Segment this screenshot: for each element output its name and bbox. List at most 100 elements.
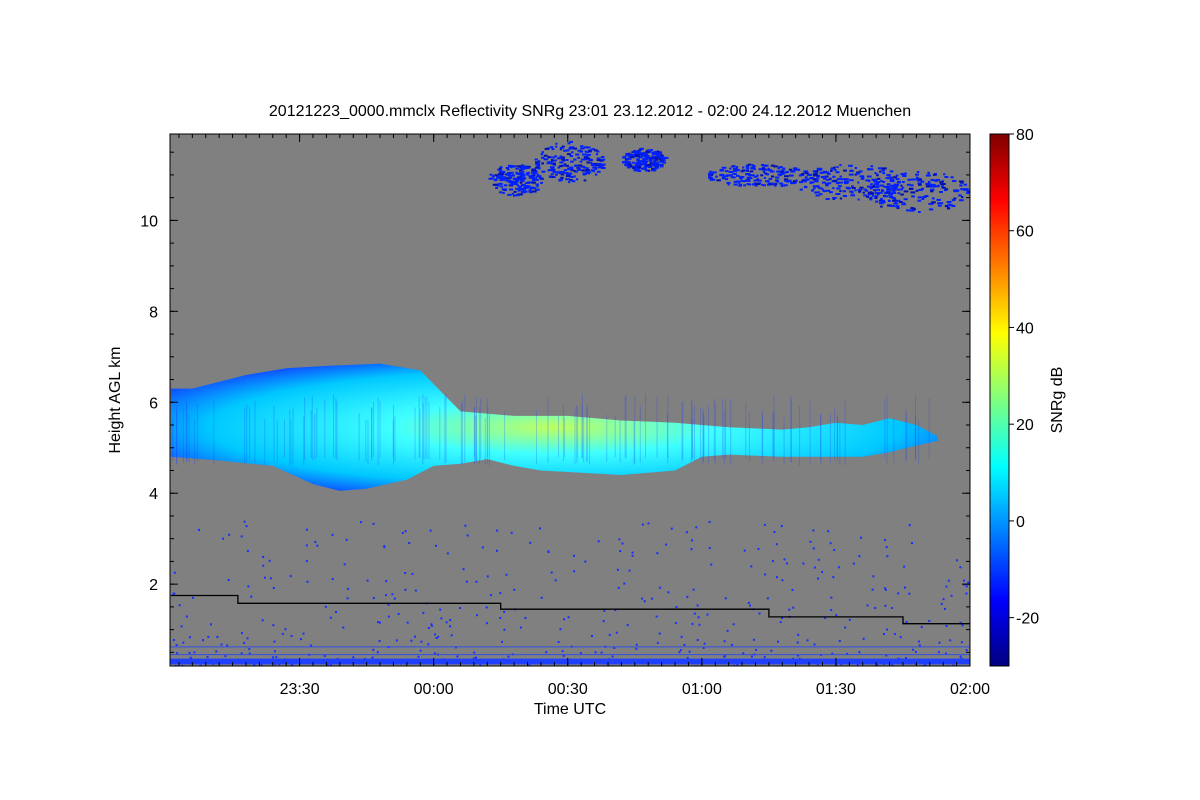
cirrus-speckle (933, 174, 937, 176)
noise-speckle (939, 642, 941, 644)
cirrus-speckle (490, 174, 492, 176)
cirrus-speckle (588, 159, 593, 161)
noise-speckle (618, 538, 620, 540)
noise-speckle (748, 602, 750, 604)
cirrus-speckle (561, 173, 565, 175)
noise-speckle (447, 552, 449, 554)
cirrus-speckle (565, 178, 570, 180)
noise-speckle (906, 621, 908, 623)
noise-speckle (675, 622, 677, 624)
cirrus-speckle (527, 167, 530, 169)
cirrus-speckle (580, 147, 584, 149)
cirrus-speckle (789, 169, 793, 171)
noise-speckle (402, 532, 404, 534)
noise-speckle (226, 645, 228, 647)
cirrus-speckle (552, 148, 555, 150)
cirrus-speckle (593, 164, 596, 166)
cirrus-speckle (751, 164, 754, 166)
noise-speckle (398, 613, 400, 615)
noise-speckle (262, 556, 264, 558)
cirrus-speckle (893, 190, 895, 192)
noise-speckle (872, 575, 874, 577)
noise-speckle (580, 652, 582, 654)
colorbar-tick-label: 60 (1016, 224, 1034, 241)
cirrus-speckle (833, 167, 835, 169)
cirrus-speckle (566, 175, 570, 177)
cirrus-speckle (835, 193, 840, 195)
noise-speckle (781, 525, 783, 527)
noise-speckle (558, 641, 560, 643)
noise-speckle (272, 624, 274, 626)
cirrus-speckle (755, 183, 760, 185)
cirrus-speckle (918, 184, 922, 186)
cirrus-speckle (578, 165, 582, 167)
cirrus-speckle (841, 182, 843, 184)
noise-speckle (270, 577, 272, 579)
noise-speckle (503, 629, 505, 631)
cirrus-speckle (870, 165, 873, 167)
cirrus-speckle (492, 174, 494, 176)
cirrus-speckle (900, 194, 904, 196)
noise-speckle (434, 633, 436, 635)
cirrus-speckle (529, 189, 531, 191)
cirrus-speckle (657, 167, 660, 169)
cirrus-speckle (943, 173, 945, 175)
noise-speckle (642, 524, 644, 526)
noise-speckle (464, 525, 466, 527)
cirrus-speckle (551, 159, 553, 161)
noise-speckle (373, 597, 375, 599)
cirrus-speckle (555, 146, 557, 148)
cirrus-speckle (659, 156, 664, 158)
cirrus-speckle (918, 196, 922, 198)
cirrus-speckle (501, 171, 506, 173)
noise-speckle (872, 589, 874, 591)
cirrus-speckle (910, 210, 914, 212)
noise-speckle (727, 630, 729, 632)
cirrus-speckle (843, 190, 847, 192)
cirrus-speckle (544, 158, 549, 160)
cirrus-speckle (555, 143, 557, 145)
cirrus-speckle (630, 156, 633, 158)
noise-speckle (306, 560, 308, 562)
noise-speckle (466, 581, 468, 583)
colorbar-tick-label: 80 (1016, 127, 1034, 144)
cirrus-speckle (655, 162, 659, 164)
noise-speckle (681, 636, 683, 638)
cirrus-speckle (817, 168, 822, 170)
cirrus-speckle (580, 145, 583, 147)
cirrus-speckle (502, 188, 507, 190)
noise-speckle (949, 639, 951, 641)
noise-speckle (451, 634, 453, 636)
noise-speckle (966, 585, 968, 587)
cirrus-speckle (890, 170, 894, 172)
cirrus-speckle (544, 155, 548, 157)
cirrus-speckle (859, 170, 863, 172)
noise-speckle (176, 644, 178, 646)
cirrus-speckle (917, 171, 919, 173)
noise-speckle (818, 559, 820, 561)
cirrus-speckle (863, 192, 865, 194)
cirrus-speckle (922, 198, 925, 200)
cirrus-speckle (766, 180, 770, 182)
noise-speckle (291, 635, 293, 637)
x-tick-label: 00:30 (548, 681, 588, 698)
cirrus-speckle (639, 160, 641, 162)
noise-speckle (838, 566, 840, 568)
noise-speckle (776, 576, 778, 578)
noise-speckle (420, 641, 422, 643)
noise-speckle (797, 642, 799, 644)
cirrus-speckle (795, 169, 799, 171)
cirrus-speckle (560, 177, 563, 179)
cirrus-speckle (633, 169, 636, 171)
cirrus-speckle (716, 179, 721, 181)
y-tick-label: 2 (149, 577, 158, 594)
cirrus-speckle (551, 173, 554, 175)
cirrus-speckle (532, 182, 536, 184)
cirrus-speckle (857, 182, 859, 184)
cirrus-speckle (823, 190, 826, 192)
cirrus-speckle (568, 142, 571, 144)
cirrus-speckle (816, 177, 819, 179)
cirrus-speckle (516, 178, 520, 180)
noise-speckle (911, 542, 913, 544)
noise-speckle (325, 606, 327, 608)
